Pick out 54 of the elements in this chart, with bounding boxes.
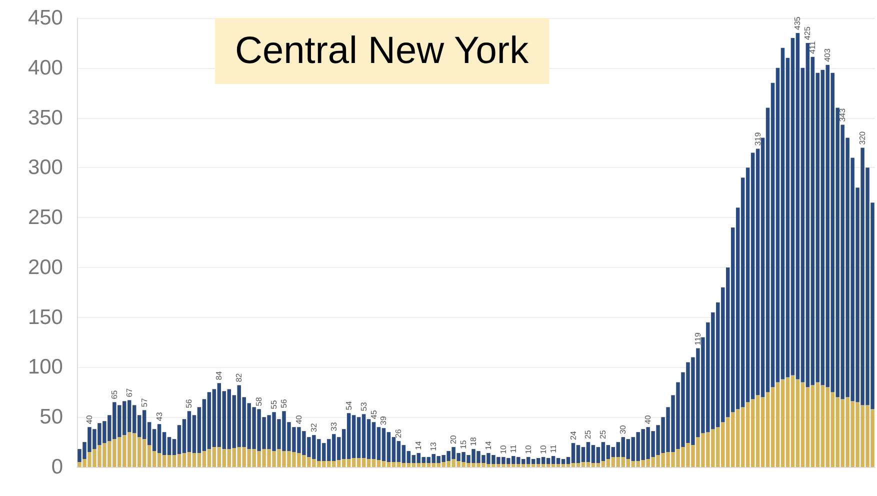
total-label: 119 [693, 332, 702, 346]
total-label: 40 [644, 414, 653, 424]
total-label: 54 [344, 400, 354, 410]
y-tick-label: 150 [28, 306, 63, 329]
total-label: 26 [394, 428, 404, 438]
y-tick-label: 200 [28, 256, 63, 279]
total-label: 33 [329, 422, 338, 432]
total-label: 15 [459, 440, 468, 450]
total-label: 45 [369, 410, 378, 420]
total-label: 32 [309, 422, 318, 432]
y-tick-label: 0 [51, 456, 63, 478]
total-label: 14 [484, 440, 493, 450]
total-label: 24 [568, 430, 578, 440]
chart-title: Central New York [235, 30, 530, 72]
total-label: 10 [498, 444, 508, 454]
y-tick-label: 250 [28, 206, 63, 230]
total-label: 53 [359, 402, 368, 412]
total-label: 10 [538, 444, 548, 454]
total-label: 343 [838, 108, 848, 122]
total-label: 14 [414, 440, 424, 450]
y-tick-label: 300 [28, 156, 63, 180]
total-label: 10 [524, 444, 533, 454]
y-tick-label: 450 [28, 6, 63, 30]
total-label: 319 [753, 132, 762, 146]
total-label: 411 [808, 40, 818, 54]
total-label: 425 [803, 26, 812, 40]
total-label: 84 [214, 370, 224, 380]
total-label: 13 [429, 442, 438, 452]
total-label: 57 [140, 398, 149, 408]
total-label: 56 [184, 398, 194, 408]
total-label: 65 [110, 390, 119, 400]
total-label: 40 [84, 414, 94, 424]
total-label: 25 [584, 430, 593, 440]
total-label: 403 [823, 48, 832, 62]
y-tick-label: 50 [40, 406, 63, 429]
total-label: 58 [254, 396, 264, 406]
total-label: 43 [154, 412, 164, 422]
total-label: 30 [618, 424, 628, 434]
total-label: 18 [469, 436, 478, 446]
y-tick-label: 100 [28, 356, 63, 379]
total-label: 20 [449, 434, 458, 444]
total-label: 11 [548, 444, 558, 454]
total-label: 56 [279, 398, 288, 408]
total-label: 55 [270, 400, 279, 410]
total-label: 435 [793, 16, 802, 30]
total-label: 82 [234, 372, 244, 382]
total-label: 40 [294, 414, 304, 424]
total-label: 67 [124, 388, 134, 398]
total-label: 25 [598, 430, 608, 440]
y-tick-label: 400 [28, 56, 63, 80]
total-label: 320 [858, 130, 868, 145]
total-label: 39 [379, 416, 388, 426]
y-tick-label: 350 [28, 106, 63, 130]
total-label: 11 [508, 444, 518, 454]
